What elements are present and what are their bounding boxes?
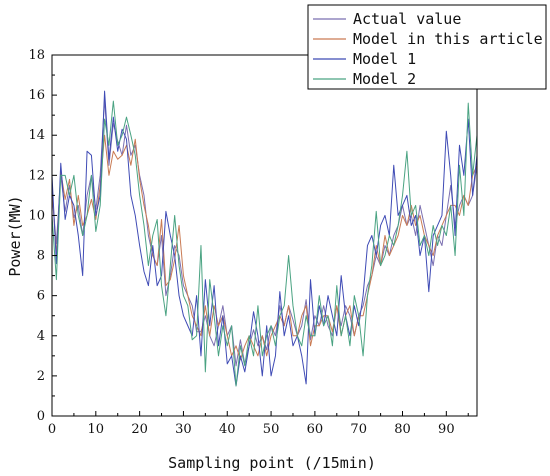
plot-frame [51, 54, 478, 417]
x-tick-label: 30 [175, 422, 192, 437]
x-tick-label: 90 [438, 422, 455, 437]
legend-label: Model 2 [353, 70, 416, 88]
x-tick-label: 0 [48, 422, 56, 437]
legend: Actual value Model in this article Model 1… [307, 4, 547, 90]
legend-label: Model in this article [353, 30, 543, 48]
series-line-1 [51, 98, 478, 367]
legend-box [307, 4, 547, 90]
y-tick-label: 14 [28, 128, 45, 143]
series-line-4 [51, 100, 478, 387]
x-tick-label: 40 [219, 422, 236, 437]
y-tick-label: 16 [28, 88, 45, 103]
x-tick-label: 20 [131, 422, 148, 437]
y-axis-title: Power(MW) [6, 195, 24, 276]
y-tick-label: 8 [37, 249, 45, 264]
x-tick-label: 70 [350, 422, 367, 437]
x-tick-label: 60 [307, 422, 324, 437]
series-line-2 [51, 134, 478, 361]
x-tick-label: 80 [394, 422, 411, 437]
legend-label: Actual value [353, 10, 461, 28]
y-tick-label: 4 [37, 329, 45, 344]
y-tick-label: 18 [28, 48, 45, 63]
y-tick-label: 0 [37, 409, 45, 424]
x-tick-label: 10 [88, 422, 105, 437]
x-axis: 0 10 20 30 40 50 60 70 80 90 [48, 411, 469, 437]
y-tick-label: 6 [37, 289, 45, 304]
plot-lines [51, 90, 478, 387]
y-tick-label: 12 [28, 168, 45, 183]
y-axis: 0 2 4 6 8 10 12 14 16 18 [28, 48, 57, 424]
legend-label: Model 1 [353, 50, 416, 68]
y-tick-label: 10 [28, 208, 45, 223]
x-tick-label: 50 [263, 422, 280, 437]
x-axis-title: Sampling point (/15min) [168, 454, 376, 472]
y-tick-label: 2 [37, 369, 45, 384]
